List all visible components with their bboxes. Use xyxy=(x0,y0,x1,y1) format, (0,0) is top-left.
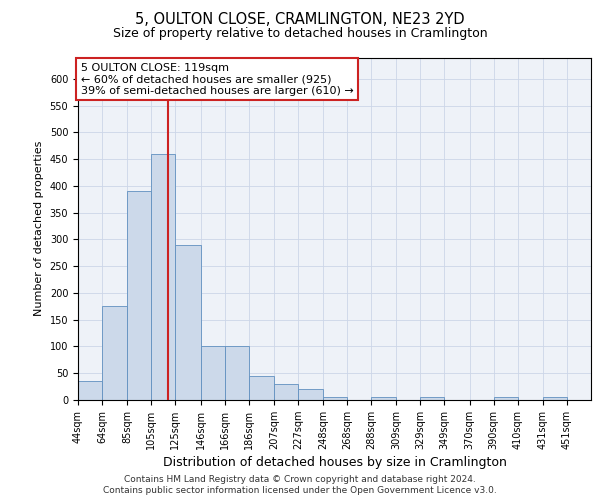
Text: 5, OULTON CLOSE, CRAMLINGTON, NE23 2YD: 5, OULTON CLOSE, CRAMLINGTON, NE23 2YD xyxy=(135,12,465,28)
Bar xyxy=(102,306,127,400)
Bar xyxy=(175,245,200,400)
Bar xyxy=(248,376,274,400)
Bar xyxy=(224,346,248,400)
Text: Size of property relative to detached houses in Cramlington: Size of property relative to detached ho… xyxy=(113,28,487,40)
Bar xyxy=(494,398,518,400)
Bar xyxy=(298,390,323,400)
Bar xyxy=(78,382,102,400)
Bar xyxy=(127,192,151,400)
Bar xyxy=(371,398,397,400)
Text: 5 OULTON CLOSE: 119sqm
← 60% of detached houses are smaller (925)
39% of semi-de: 5 OULTON CLOSE: 119sqm ← 60% of detached… xyxy=(80,62,353,96)
Bar xyxy=(200,346,224,400)
Bar xyxy=(421,398,445,400)
Bar xyxy=(543,398,567,400)
Bar xyxy=(274,384,298,400)
Bar xyxy=(151,154,175,400)
X-axis label: Distribution of detached houses by size in Cramlington: Distribution of detached houses by size … xyxy=(163,456,506,469)
Text: Contains HM Land Registry data © Crown copyright and database right 2024.: Contains HM Land Registry data © Crown c… xyxy=(124,475,476,484)
Y-axis label: Number of detached properties: Number of detached properties xyxy=(34,141,44,316)
Text: Contains public sector information licensed under the Open Government Licence v3: Contains public sector information licen… xyxy=(103,486,497,495)
Bar xyxy=(323,398,347,400)
